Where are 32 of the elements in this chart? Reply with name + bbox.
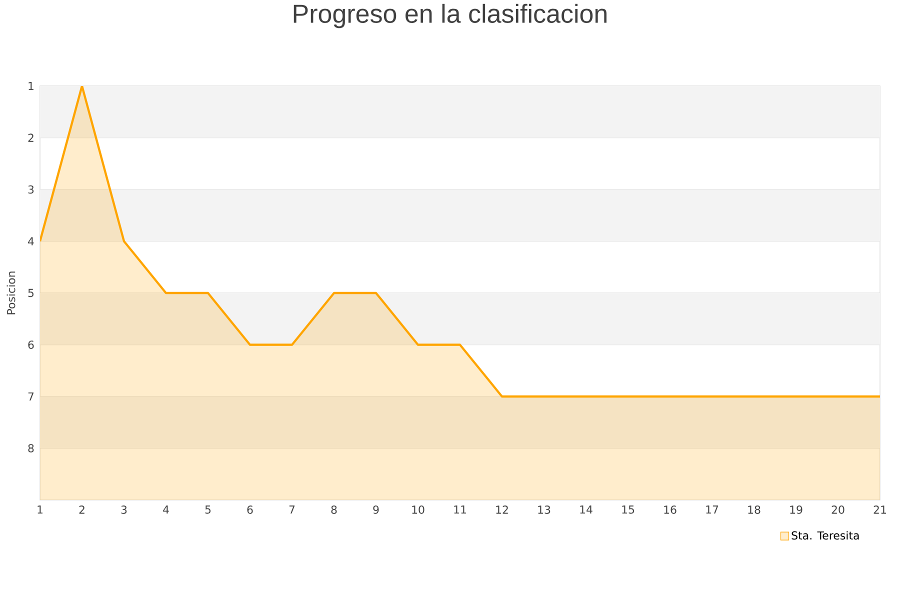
x-tick-label: 6	[247, 506, 253, 514]
x-tick-label: 12	[496, 506, 508, 514]
x-tick-label: 19	[790, 506, 802, 514]
x-tick-label: 17	[706, 506, 718, 514]
x-tick-label: 9	[373, 506, 379, 514]
y-tick-label: 6	[28, 340, 34, 349]
x-tick-label: 14	[580, 506, 592, 514]
y-tick-label: 1	[28, 82, 34, 90]
x-tick-label: 16	[664, 506, 676, 514]
x-tick-label: 18	[748, 506, 760, 514]
y-axis-title: Posicion	[6, 272, 16, 314]
y-tick-label: 7	[28, 392, 34, 401]
x-tick-label: 7	[289, 506, 295, 514]
x-tick-label: 20	[832, 506, 844, 514]
x-tick-label: 8	[331, 506, 337, 514]
legend-label: Sta. Teresita	[792, 531, 859, 540]
x-tick-label: 2	[79, 506, 84, 514]
y-tick-label: 3	[28, 185, 34, 194]
y-tick-label: 8	[28, 444, 34, 452]
x-tick-label: 1	[38, 506, 42, 514]
x-tick-label: 15	[622, 506, 634, 514]
x-tick-label: 5	[205, 506, 211, 514]
x-tick-label: 21	[874, 506, 886, 514]
y-tick-label: 2	[28, 134, 34, 142]
x-tick-label: 13	[538, 506, 550, 514]
y-tick-label: 5	[28, 288, 34, 298]
chart-title: Progreso en la clasificacion	[294, 4, 606, 28]
x-tick-label: 10	[412, 506, 424, 514]
x-tick-label: 4	[163, 506, 169, 514]
x-tick-label: 3	[121, 506, 127, 514]
y-tick-label: 4	[28, 237, 34, 246]
x-tick-label: 11	[454, 506, 466, 514]
